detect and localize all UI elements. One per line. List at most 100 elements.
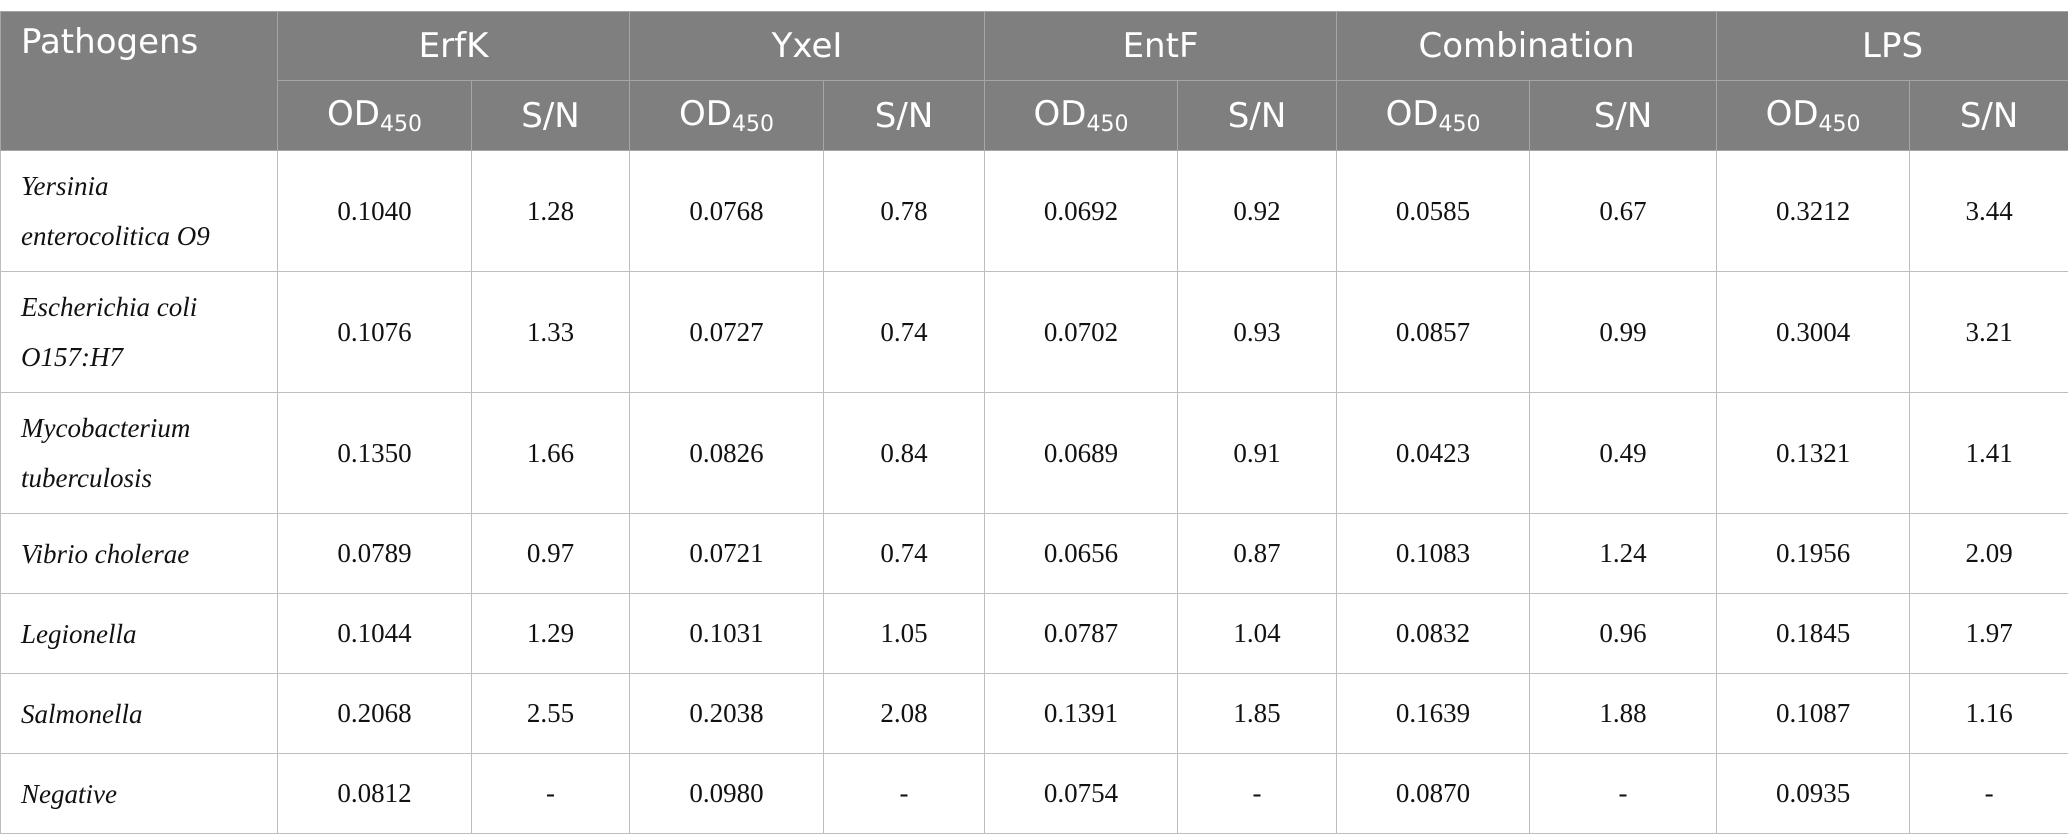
value-cell: 0.0692 bbox=[985, 151, 1178, 272]
value-cell: 0.99 bbox=[1530, 272, 1717, 393]
sn-header: S/N bbox=[472, 81, 630, 151]
value-cell: 0.84 bbox=[824, 393, 985, 514]
sn-header: S/N bbox=[824, 81, 985, 151]
value-cell: 0.92 bbox=[1178, 151, 1337, 272]
value-cell: 3.44 bbox=[1910, 151, 2068, 272]
sn-header: S/N bbox=[1530, 81, 1717, 151]
value-cell: 2.08 bbox=[824, 674, 985, 754]
value-cell: 0.1350 bbox=[278, 393, 472, 514]
value-cell: - bbox=[824, 754, 985, 834]
value-cell: 0.0768 bbox=[630, 151, 824, 272]
pathogen-name: Yersinia enterocolitica O9 bbox=[1, 151, 278, 272]
value-cell: 0.87 bbox=[1178, 514, 1337, 594]
value-cell: 1.05 bbox=[824, 594, 985, 674]
value-cell: 0.96 bbox=[1530, 594, 1717, 674]
value-cell: 1.04 bbox=[1178, 594, 1337, 674]
value-cell: 1.16 bbox=[1910, 674, 2068, 754]
value-cell: 1.85 bbox=[1178, 674, 1337, 754]
value-cell: 2.55 bbox=[472, 674, 630, 754]
value-cell: 0.0812 bbox=[278, 754, 472, 834]
value-cell: 0.1076 bbox=[278, 272, 472, 393]
value-cell: 0.0721 bbox=[630, 514, 824, 594]
value-cell: 0.1639 bbox=[1337, 674, 1530, 754]
pathogen-name: Escherichia coli O157:H7 bbox=[1, 272, 278, 393]
value-cell: 0.0656 bbox=[985, 514, 1178, 594]
value-cell: 0.0870 bbox=[1337, 754, 1530, 834]
od-header: OD450 bbox=[278, 81, 472, 151]
value-cell: 0.49 bbox=[1530, 393, 1717, 514]
value-cell: 1.33 bbox=[472, 272, 630, 393]
group-header: Combination bbox=[1337, 12, 1717, 81]
od-label: OD bbox=[1386, 94, 1439, 134]
value-cell: 0.0689 bbox=[985, 393, 1178, 514]
value-cell: 0.1956 bbox=[1717, 514, 1910, 594]
value-cell: 2.09 bbox=[1910, 514, 2068, 594]
value-cell: 0.67 bbox=[1530, 151, 1717, 272]
value-cell: 0.78 bbox=[824, 151, 985, 272]
value-cell: 0.0826 bbox=[630, 393, 824, 514]
od-header: OD450 bbox=[1337, 81, 1530, 151]
value-cell: 0.1391 bbox=[985, 674, 1178, 754]
value-cell: 0.0585 bbox=[1337, 151, 1530, 272]
value-cell: 0.2038 bbox=[630, 674, 824, 754]
group-header: YxeI bbox=[630, 12, 985, 81]
header-cell: Pathogens bbox=[1, 12, 278, 151]
value-cell: 0.74 bbox=[824, 272, 985, 393]
od-header: OD450 bbox=[1717, 81, 1910, 151]
value-cell: 0.0789 bbox=[278, 514, 472, 594]
value-cell: 0.97 bbox=[472, 514, 630, 594]
value-cell: 1.41 bbox=[1910, 393, 2068, 514]
value-cell: 0.0702 bbox=[985, 272, 1178, 393]
value-cell: - bbox=[1178, 754, 1337, 834]
value-cell: 1.97 bbox=[1910, 594, 2068, 674]
sn-header: S/N bbox=[1178, 81, 1337, 151]
value-cell: 0.1087 bbox=[1717, 674, 1910, 754]
pathogen-name: Legionella bbox=[1, 594, 278, 674]
value-cell: 0.74 bbox=[824, 514, 985, 594]
value-cell: - bbox=[472, 754, 630, 834]
value-cell: 0.93 bbox=[1178, 272, 1337, 393]
od-subscript: 450 bbox=[380, 112, 422, 137]
od-subscript: 450 bbox=[1819, 112, 1861, 137]
group-header: LPS bbox=[1717, 12, 2068, 81]
od-subscript: 450 bbox=[1439, 112, 1481, 137]
value-cell: 0.0857 bbox=[1337, 272, 1530, 393]
value-cell: 1.24 bbox=[1530, 514, 1717, 594]
value-cell: 1.29 bbox=[472, 594, 630, 674]
od-header: OD450 bbox=[630, 81, 824, 151]
od-subscript: 450 bbox=[732, 112, 774, 137]
group-header: EntF bbox=[985, 12, 1337, 81]
value-cell: 0.1845 bbox=[1717, 594, 1910, 674]
value-cell: 0.1031 bbox=[630, 594, 824, 674]
value-cell: 0.0980 bbox=[630, 754, 824, 834]
od-label: OD bbox=[1034, 94, 1087, 134]
pathogen-name: Vibrio cholerae bbox=[1, 514, 278, 594]
od-label: OD bbox=[327, 94, 380, 134]
value-cell: 1.88 bbox=[1530, 674, 1717, 754]
value-cell: 0.1083 bbox=[1337, 514, 1530, 594]
value-cell: - bbox=[1530, 754, 1717, 834]
value-cell: 0.0787 bbox=[985, 594, 1178, 674]
value-cell: 0.0935 bbox=[1717, 754, 1910, 834]
value-cell: 3.21 bbox=[1910, 272, 2068, 393]
value-cell: 0.3212 bbox=[1717, 151, 1910, 272]
od-label: OD bbox=[679, 94, 732, 134]
od-label: OD bbox=[1766, 94, 1819, 134]
value-cell: 0.91 bbox=[1178, 393, 1337, 514]
value-cell: 0.0727 bbox=[630, 272, 824, 393]
value-cell: 0.1040 bbox=[278, 151, 472, 272]
group-header: ErfK bbox=[278, 12, 630, 81]
value-cell: 0.3004 bbox=[1717, 272, 1910, 393]
value-cell: 0.0754 bbox=[985, 754, 1178, 834]
value-cell: 1.66 bbox=[472, 393, 630, 514]
value-cell: - bbox=[1910, 754, 2068, 834]
